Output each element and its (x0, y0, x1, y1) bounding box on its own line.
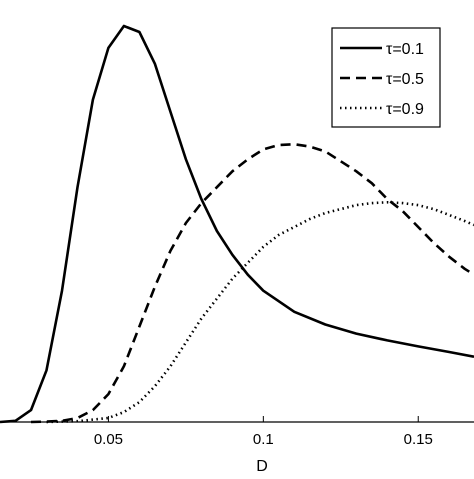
legend-label-3: τ=0.9 (386, 101, 424, 118)
legend-label-2: τ=0.5 (386, 71, 424, 88)
x-tick-label: 0.05 (94, 431, 123, 448)
legend-label-1: τ=0.1 (386, 41, 424, 58)
series-line-3 (47, 202, 474, 422)
x-axis-label: D (256, 458, 268, 474)
legend: τ=0.1 τ=0.5 τ=0.9 (332, 28, 440, 127)
x-axis: 0.05 0.1 0.15 D (0, 416, 474, 474)
series-line-2 (31, 144, 474, 422)
x-tick-label: 0.1 (253, 431, 274, 448)
x-tick-label: 0.15 (404, 431, 433, 448)
